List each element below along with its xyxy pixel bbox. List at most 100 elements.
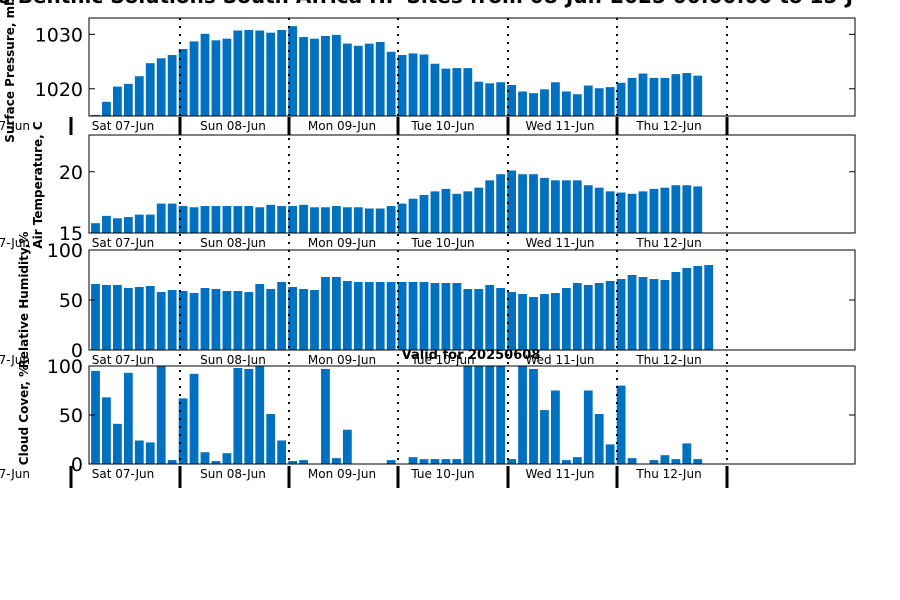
bar bbox=[507, 170, 516, 233]
bar bbox=[594, 187, 604, 233]
bar bbox=[463, 289, 473, 350]
bar bbox=[463, 366, 473, 464]
bar bbox=[123, 83, 133, 116]
bar bbox=[189, 293, 199, 350]
bar bbox=[616, 279, 626, 350]
bar bbox=[671, 185, 681, 233]
bar bbox=[529, 297, 538, 350]
bar bbox=[627, 458, 637, 464]
bar bbox=[102, 215, 111, 233]
bar bbox=[266, 204, 276, 233]
bar bbox=[660, 280, 670, 350]
bar bbox=[583, 85, 593, 116]
bar bbox=[518, 174, 527, 233]
bar bbox=[561, 91, 571, 116]
bar bbox=[463, 68, 473, 116]
bar bbox=[364, 282, 374, 350]
panel-3: 0 50 100 Sat 07-Jun Sun 08-Jun Mon 09-Jun Tue … bbox=[0, 18, 856, 464]
y-axis-label: Surface Pressure, mb bbox=[3, 0, 17, 143]
y-tick-label: 50 bbox=[59, 290, 83, 312]
bar bbox=[551, 390, 560, 464]
bar bbox=[233, 30, 243, 116]
bar bbox=[102, 101, 111, 116]
y-axis-label: Air Temperature, C bbox=[31, 121, 45, 249]
bar bbox=[167, 460, 177, 464]
bar bbox=[321, 35, 330, 116]
y-axis-label: Cloud Cover, % bbox=[17, 365, 31, 465]
bar bbox=[419, 282, 429, 350]
bar bbox=[540, 294, 549, 350]
bar bbox=[386, 282, 396, 350]
bar bbox=[299, 204, 308, 233]
bar bbox=[134, 214, 144, 234]
bar bbox=[693, 75, 703, 116]
bar bbox=[452, 68, 462, 116]
panel-subtitle: Valid for 20250608 bbox=[402, 348, 541, 363]
bar bbox=[375, 41, 385, 116]
bar bbox=[102, 285, 111, 350]
x-day-label: Sun 08-Jun bbox=[200, 236, 266, 250]
bar bbox=[266, 414, 276, 464]
bar bbox=[572, 180, 582, 233]
bar bbox=[485, 83, 495, 116]
bar bbox=[244, 292, 254, 350]
bar bbox=[496, 366, 506, 464]
bar bbox=[671, 74, 681, 116]
bar bbox=[441, 283, 451, 350]
bar bbox=[211, 289, 221, 350]
x-day-label: Wed 11-Jun bbox=[526, 353, 595, 367]
bar bbox=[594, 88, 604, 116]
bar bbox=[310, 207, 319, 233]
bar bbox=[156, 292, 166, 350]
y-tick-label: 100 bbox=[47, 356, 83, 378]
bar bbox=[616, 385, 626, 464]
bar bbox=[310, 290, 319, 350]
bar bbox=[102, 397, 111, 464]
bar bbox=[693, 186, 703, 233]
bar bbox=[704, 265, 714, 350]
bar bbox=[616, 192, 626, 233]
x-day-label: Tue 10-Jun bbox=[410, 236, 474, 250]
x-day-label: Thu 12-Jun bbox=[635, 236, 701, 250]
bar bbox=[299, 289, 308, 350]
bar bbox=[682, 185, 692, 233]
bar bbox=[288, 287, 297, 350]
bar bbox=[288, 206, 297, 233]
panel-2: 15 20 Sat 07-Jun Sun 08-Jun Mon 09-Jun Tue 10… bbox=[0, 18, 856, 464]
bar bbox=[288, 461, 297, 464]
bar bbox=[244, 368, 254, 464]
x-day-label: Sat 07-Jun bbox=[0, 353, 30, 367]
bar bbox=[353, 45, 363, 116]
bar bbox=[496, 288, 506, 350]
bar bbox=[342, 43, 352, 117]
bar bbox=[529, 174, 538, 233]
bar bbox=[441, 68, 451, 116]
bar bbox=[156, 366, 166, 464]
bar bbox=[540, 177, 549, 234]
bar bbox=[627, 77, 637, 116]
x-day-label: Thu 12-Jun bbox=[635, 119, 701, 133]
bar bbox=[321, 277, 330, 350]
bar bbox=[386, 206, 396, 233]
bar bbox=[266, 289, 276, 350]
bar bbox=[353, 207, 363, 233]
bar bbox=[91, 284, 100, 350]
bar bbox=[244, 29, 254, 117]
bar bbox=[616, 82, 626, 116]
bar bbox=[167, 55, 177, 116]
bar bbox=[408, 53, 418, 116]
bar bbox=[321, 368, 330, 464]
bar bbox=[397, 203, 407, 233]
bar bbox=[638, 277, 648, 350]
bar bbox=[255, 30, 265, 116]
bar bbox=[178, 291, 188, 350]
bar bbox=[134, 287, 144, 350]
bar bbox=[496, 174, 506, 233]
y-tick-label: 50 bbox=[59, 405, 83, 427]
bar bbox=[649, 188, 659, 233]
bar bbox=[474, 81, 484, 116]
plot-frame bbox=[88, 134, 856, 234]
bar bbox=[178, 49, 188, 116]
bar bbox=[332, 458, 341, 464]
x-day-label: Mon 09-Jun bbox=[308, 119, 376, 133]
